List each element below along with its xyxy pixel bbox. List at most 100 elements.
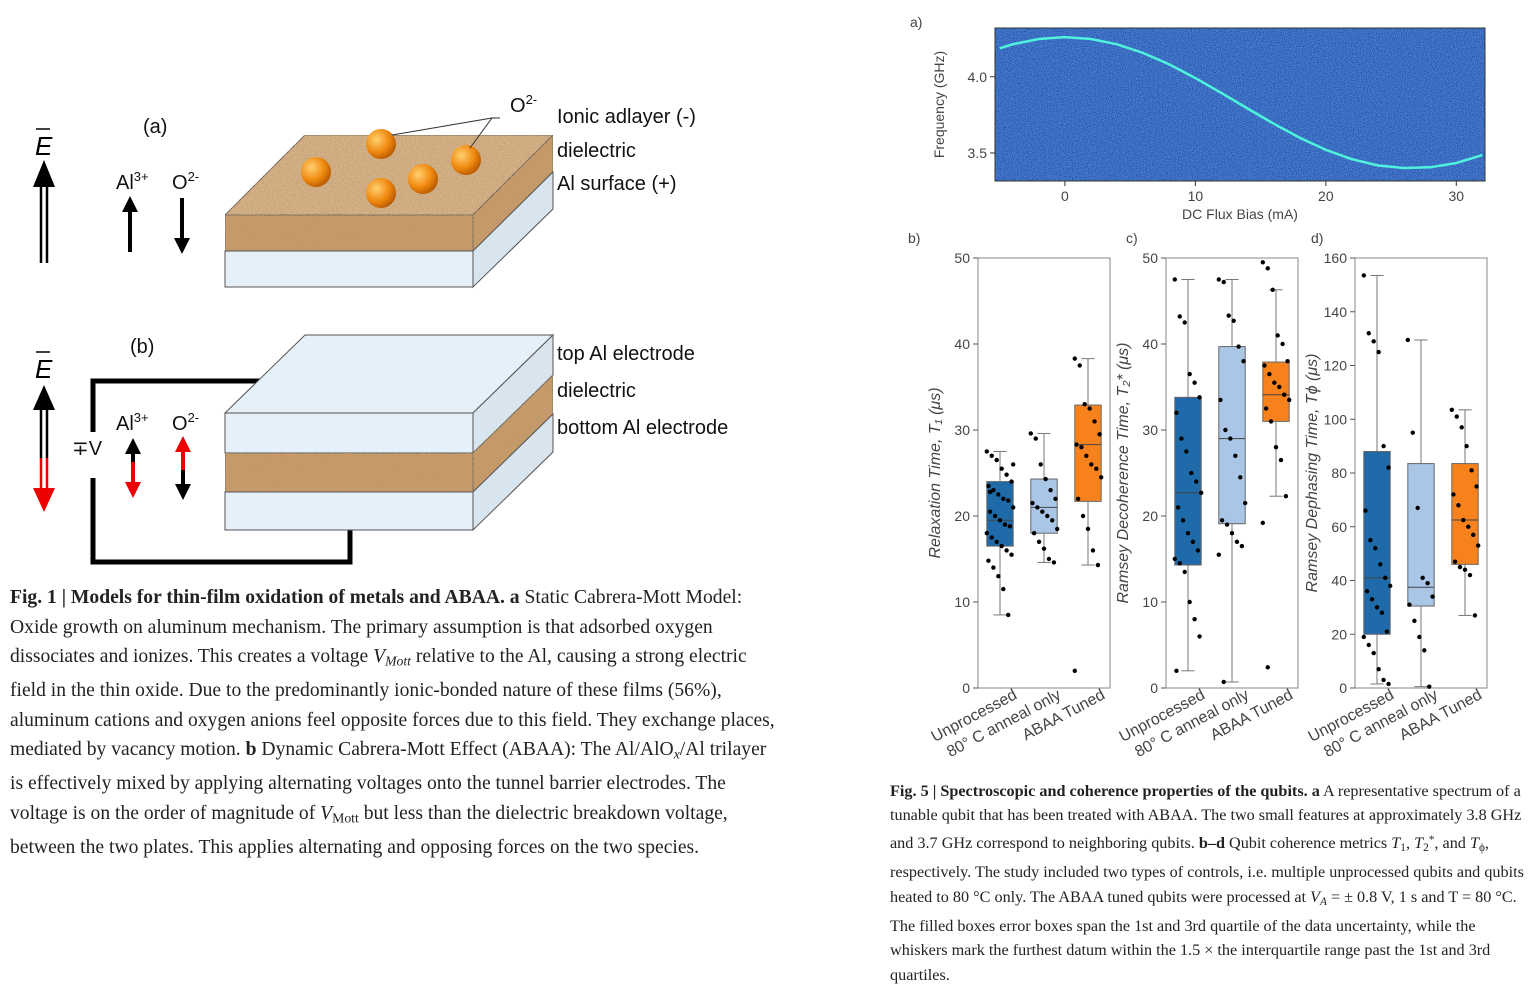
data-point [1376, 349, 1381, 355]
data-point [1082, 402, 1087, 407]
field-arrow [39, 458, 49, 488]
caption-text: , respectively. The study included two t… [890, 833, 1524, 906]
data-point [1376, 666, 1381, 672]
adlayer-ions [301, 129, 481, 208]
data-point [1087, 406, 1092, 411]
data-point [1007, 524, 1013, 529]
data-point [1053, 496, 1058, 501]
data-point [1238, 475, 1243, 480]
panel-label: (b) [130, 336, 154, 358]
data-point [1228, 436, 1233, 441]
ion-ball [408, 164, 438, 194]
figure5-charts: a) 0 10 20 30 3.5 4.0 DC Flux Bias (mA) Frequenc… [908, 14, 1488, 761]
data-point [1466, 524, 1471, 529]
caption-text: = ± 0.8 V, 1 s and T = 80 °C. The filled… [890, 887, 1517, 984]
data-point [1189, 470, 1194, 476]
data-point [1260, 520, 1266, 526]
y-tick-label: 60 [1331, 519, 1347, 535]
panel-label: b) [908, 230, 920, 246]
data-point [1004, 548, 1009, 553]
y-tick-label: 10 [1142, 594, 1158, 610]
data-point [1050, 518, 1055, 523]
data-point [1077, 363, 1082, 368]
ion-ball [366, 178, 396, 208]
data-point [1182, 569, 1187, 575]
caption-text: A representative spectrum of a tunable q… [890, 782, 1522, 852]
layer-label: Ionic adlayer (-) [557, 106, 696, 128]
y-axis-label: Ramsey Dephasing Time, Tϕ (μs) [1304, 354, 1321, 593]
data-point [1267, 371, 1272, 377]
field-arrow-head [33, 160, 55, 187]
y-tick-label: 10 [954, 594, 970, 610]
layer-label: bottom Al electrode [557, 417, 728, 439]
caption-text: Static Cabrera-Mott Model: Oxide growth … [10, 587, 743, 668]
data-point [994, 539, 999, 544]
data-point [1459, 425, 1464, 430]
voltage-label: ∓V [72, 438, 103, 460]
caption-text: , and [1434, 833, 1470, 852]
data-point [1241, 359, 1246, 364]
x-tick-label: 0 [1061, 188, 1069, 204]
data-point [1457, 564, 1463, 570]
data-point [1239, 543, 1245, 549]
field-arrow-head [33, 488, 55, 512]
ion-label: Al3+ [116, 410, 149, 435]
x-axis-label: DC Flux Bias (mA) [1182, 206, 1298, 222]
layer-label: dielectric [557, 380, 636, 402]
data-point [1456, 503, 1461, 508]
y-tick-label: 20 [954, 508, 970, 524]
data-point [1265, 665, 1270, 670]
data-point [1055, 526, 1060, 532]
data-point [1074, 442, 1079, 447]
data-point [1272, 380, 1277, 385]
data-point [1469, 468, 1474, 473]
ion-charge: 2- [188, 169, 200, 184]
y-tick-label: 100 [1324, 411, 1348, 427]
caption-text: but less than the dielectric breakdown v… [10, 803, 728, 859]
data-point [1084, 453, 1089, 458]
ion-charge: 2- [526, 92, 538, 107]
data-point [1048, 488, 1053, 493]
caption-text: V [320, 803, 333, 824]
data-point [1175, 505, 1181, 510]
data-point [1378, 562, 1383, 567]
y-tick-label: 50 [954, 250, 970, 266]
slab-metal [224, 412, 474, 454]
data-point [1075, 496, 1081, 501]
data-point [1366, 331, 1371, 336]
data-point [1009, 552, 1014, 557]
data-point [1184, 449, 1189, 454]
data-point [1041, 546, 1047, 551]
data-point [1072, 356, 1078, 361]
data-point [1001, 586, 1006, 592]
y-tick-label: 140 [1324, 304, 1348, 320]
data-point [1364, 589, 1370, 594]
data-point [1011, 505, 1016, 510]
y-axis-label: Ramsey Decoherence Time, T₂* (μs) [1115, 342, 1132, 603]
data-point [1002, 522, 1008, 527]
ion: O [510, 95, 526, 117]
field-label: E [35, 131, 53, 161]
data-point [1085, 526, 1091, 532]
data-point [1172, 556, 1178, 562]
spectrum-line [999, 35, 1483, 170]
data-point [1243, 500, 1248, 506]
ion-label: O2- [510, 92, 537, 117]
figure5-caption: Fig. 5 | Spectroscopic and coherence pro… [890, 779, 1525, 987]
y-tick-label: 80 [1331, 465, 1347, 481]
ion-charge: 3+ [134, 410, 149, 425]
data-point [1174, 668, 1179, 673]
data-point [1040, 509, 1045, 514]
data-point [1381, 443, 1386, 449]
data-point [1006, 498, 1011, 503]
data-point [1180, 518, 1186, 523]
box [1218, 346, 1246, 525]
data-point [1452, 559, 1458, 564]
data-point [1268, 419, 1274, 424]
data-point [1273, 445, 1279, 450]
box [1262, 361, 1290, 422]
data-point [1371, 650, 1376, 656]
ion-ball [451, 145, 481, 175]
caption-text: V [373, 646, 386, 668]
